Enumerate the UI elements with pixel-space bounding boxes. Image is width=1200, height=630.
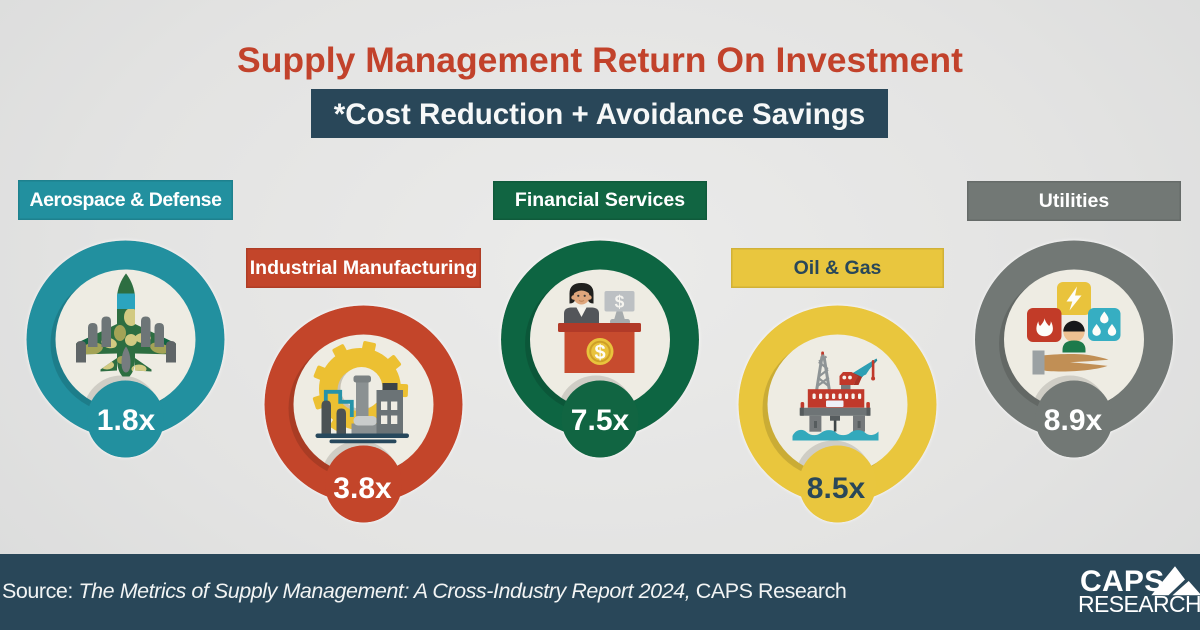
svg-text:$: $ xyxy=(594,342,605,364)
svg-text:$: $ xyxy=(615,292,625,312)
